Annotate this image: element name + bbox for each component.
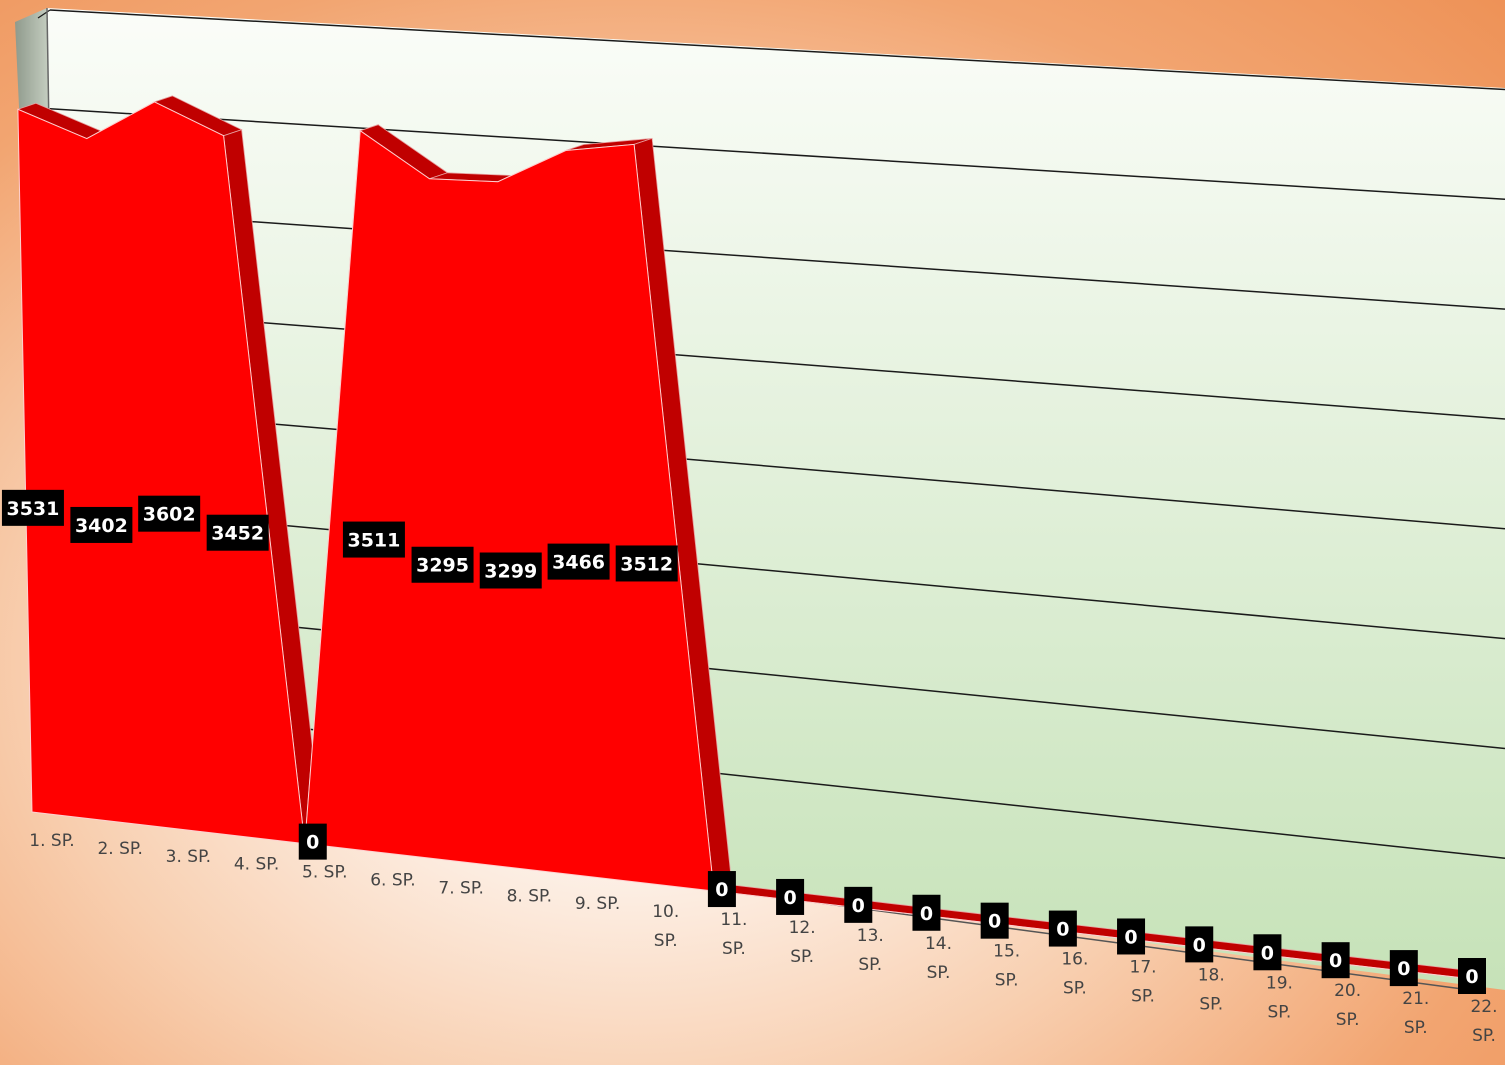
data-label: 0 [980,902,1009,939]
data-label-box [776,878,805,915]
data-labels: 3531 3402 3602 3452 0 3511 3295 3299 3466 3512 0 0 0… [1,489,1486,994]
data-label-box [138,495,201,532]
data-label: 0 [776,878,805,915]
data-label-text: 0 [1329,950,1342,972]
data-label: 3466 [547,543,610,580]
data-label: 3531 [1,489,64,526]
category-label: 2. SP. [97,839,142,859]
data-label-text: 3295 [416,555,469,577]
category-label: 4. SP. [234,855,279,875]
data-label-box [547,543,610,580]
data-label-box [1,489,64,526]
data-label-text: 3299 [484,561,537,583]
category-label: 9. SP. [575,894,620,914]
data-label-box [615,545,678,582]
data-label-text: 0 [1193,934,1206,956]
data-label: 3295 [411,546,474,583]
data-label-text: 3602 [143,504,196,526]
data-label-text: 0 [1056,919,1069,941]
data-label-box [70,506,133,543]
data-label-text: 3512 [620,553,673,575]
area-series [16,95,1483,979]
gridline [49,503,1505,640]
data-label: 0 [1458,958,1486,994]
data-label-box [1389,950,1418,987]
data-label-text: 0 [783,887,796,909]
data-label: 0 [1389,950,1418,987]
category-axis-labels: 1. SP. 2. SP. 3. SP. 4. SP. 5. SP. 6. SP. 7. S… [29,831,1497,1046]
data-label-box [1458,958,1486,994]
gridline [49,108,1505,201]
data-label-text: 0 [1465,966,1478,988]
category-label: 8. SP. [507,886,552,906]
gridline [49,305,1505,420]
data-label-text: 3511 [347,530,400,552]
category-label: 17. SP. [1130,957,1157,1006]
data-label: 0 [1321,942,1350,979]
category-label: 5. SP. [302,863,347,883]
category-label: 3. SP. [166,847,211,867]
data-label-box [1117,918,1146,955]
category-label: 6. SP. [370,871,415,891]
data-label: 3512 [615,545,678,582]
data-label-box [206,514,269,551]
category-label: 18. SP. [1198,965,1225,1014]
data-label-box [912,894,941,931]
data-label-box [980,902,1009,939]
data-label-text: 3452 [211,523,264,545]
category-label: 7. SP. [438,878,483,898]
data-label-box [1048,910,1077,947]
data-label: 0 [1048,910,1077,947]
data-label-text: 0 [715,879,728,901]
data-label-text: 3466 [552,552,605,574]
data-label-text: 0 [1397,958,1410,980]
data-label: 3602 [138,495,201,532]
gridline [49,404,1505,530]
data-label: 0 [1185,926,1214,963]
data-label: 0 [298,823,327,860]
data-label: 0 [912,894,941,931]
data-label-text: 0 [1124,926,1137,948]
data-label-box [342,521,405,558]
category-label: 10. SP. [652,902,679,951]
data-label: 3402 [70,506,133,543]
category-label: 11. SP. [720,910,747,959]
category-label: 16. SP. [1061,950,1088,999]
axis-tick [37,9,51,19]
data-label-box [1185,926,1214,963]
data-label-text: 0 [1261,942,1274,964]
data-label-text: 3531 [6,498,59,520]
data-label-text: 0 [920,903,933,925]
data-label-text: 0 [852,895,865,917]
data-label-box [298,823,327,860]
data-label: 0 [1253,934,1282,971]
data-label-box [844,886,873,923]
data-label: 3511 [342,521,405,558]
data-label-text: 0 [306,832,319,854]
category-label: 22. SP. [1470,997,1497,1046]
data-label: 3299 [479,552,542,589]
category-label: 15. SP. [993,942,1020,991]
category-label: 14. SP. [925,934,952,983]
category-label: 1. SP. [29,831,74,851]
data-label-box [707,871,736,908]
data-label-box [1321,942,1350,979]
category-label: 21. SP. [1402,989,1429,1038]
data-label: 3452 [206,514,269,551]
gridline [49,206,1505,310]
data-label: 0 [707,871,736,908]
category-label: 12. SP. [789,918,816,967]
data-label-box [479,552,542,589]
data-label-box [411,546,474,583]
data-label-text: 3402 [75,515,128,537]
category-label: 13. SP. [857,926,884,975]
data-label-text: 0 [988,911,1001,933]
data-label: 0 [844,886,873,923]
data-label-box [1253,934,1282,971]
category-label: 20. SP. [1334,981,1361,1030]
category-label: 19. SP. [1266,973,1293,1022]
gridline [49,9,1505,91]
data-label: 0 [1117,918,1146,955]
